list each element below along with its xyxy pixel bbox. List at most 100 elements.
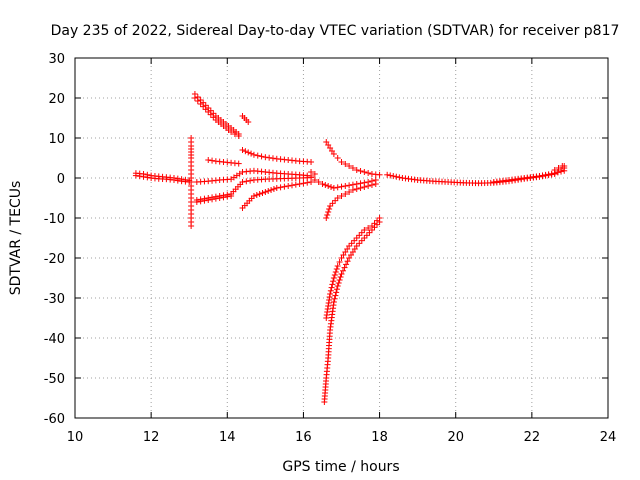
data-point-marker (311, 171, 318, 177)
data-point-marker (372, 177, 379, 183)
x-tick-label: 16 (295, 430, 312, 445)
data-point-marker (327, 287, 334, 294)
y-tick-label: -10 (44, 212, 65, 227)
data-point-marker (376, 215, 383, 221)
tick-layer: 10 12 14 16 18 20 22 24 -60 -50 -40 -30 -20 -10 0 10 20 3… (44, 52, 617, 445)
data-point-marker (328, 284, 335, 291)
data-point-marker (341, 264, 348, 271)
data-point-marker (259, 190, 266, 196)
data-point-marker (342, 183, 349, 189)
data-point-marker (197, 198, 204, 205)
data-point-marker (357, 168, 364, 174)
x-tick-label: 22 (524, 430, 541, 445)
data-point-marker (266, 154, 273, 161)
x-tick-label: 10 (67, 430, 84, 445)
data-point-marker (270, 186, 277, 192)
data-point-marker (273, 185, 280, 191)
data-point-marker (545, 171, 552, 178)
series-arc-11 (193, 193, 235, 205)
data-point-marker (349, 165, 356, 171)
data-point-marker (361, 235, 368, 241)
y-tick-label: 0 (57, 172, 65, 187)
data-point-marker (353, 167, 360, 173)
x-tick-label: 12 (143, 430, 160, 445)
data-point-marker (247, 177, 254, 184)
data-point-marker (343, 261, 350, 268)
data-point-marker (201, 197, 208, 204)
data-point-marker (250, 193, 257, 199)
data-point-marker (551, 167, 558, 173)
data-point-marker (348, 240, 355, 247)
series-arc-16 (323, 181, 379, 221)
data-point-marker (315, 179, 322, 185)
data-point-marker (256, 191, 263, 197)
y-tick-label: 30 (48, 52, 65, 67)
x-axis-title: GPS time / hours (282, 459, 399, 475)
data-point-marker (209, 196, 216, 203)
data-point-marker (296, 181, 303, 187)
data-point-marker (361, 179, 368, 186)
data-point-marker (329, 200, 336, 207)
data-point-marker (536, 173, 543, 179)
data-point-marker (351, 237, 358, 244)
data-point-marker (330, 151, 337, 157)
series-arc-13 (308, 169, 318, 177)
data-point-marker (262, 189, 269, 195)
data-point-marker (363, 232, 370, 239)
grid-layer (75, 58, 608, 418)
data-point-marker (202, 106, 209, 113)
data-point-marker (205, 197, 212, 203)
series-arc-21 (551, 163, 568, 173)
data-point-marker (330, 275, 337, 281)
data-point-marker (205, 109, 212, 115)
data-point-marker (542, 171, 549, 178)
data-point-marker (358, 237, 365, 244)
data-point-marker (311, 177, 318, 183)
data-point-marker (333, 266, 340, 272)
x-tick-label: 14 (219, 430, 236, 445)
data-point-marker (356, 240, 363, 247)
data-point-marker (555, 165, 562, 171)
series-arc-3 (188, 135, 195, 229)
data-point-marker (258, 153, 265, 160)
data-point-marker (322, 182, 329, 188)
data-point-marker (136, 173, 143, 180)
data-layer (132, 91, 568, 405)
series-arc-17 (323, 139, 383, 178)
data-point-marker (197, 101, 204, 107)
data-point-marker (349, 187, 356, 193)
data-point-marker (384, 171, 391, 178)
data-point-marker (216, 195, 223, 201)
data-point-marker (330, 299, 337, 305)
data-point-marker (325, 183, 332, 189)
y-tick-label: -50 (44, 372, 65, 387)
y-axis-title: SDTVAR / TECUs (8, 181, 24, 296)
data-point-marker (365, 225, 372, 231)
data-point-marker (334, 195, 341, 201)
data-point-marker (308, 169, 315, 175)
data-point-marker (325, 209, 332, 215)
data-point-marker (366, 229, 373, 236)
data-point-marker (235, 133, 242, 139)
data-point-marker (361, 169, 368, 175)
data-point-marker (326, 206, 333, 212)
data-point-marker (210, 114, 217, 121)
data-point-marker (209, 157, 216, 164)
data-point-marker (337, 274, 344, 280)
data-point-marker (357, 180, 364, 187)
data-point-marker (239, 179, 246, 185)
data-point-marker (338, 193, 345, 199)
series-arc-8 (239, 147, 315, 165)
data-point-marker (308, 159, 315, 165)
data-point-marker (368, 178, 375, 184)
data-point-marker (285, 183, 292, 189)
data-point-marker (281, 183, 288, 190)
data-point-marker (324, 212, 331, 218)
data-point-marker (353, 181, 360, 187)
data-point-marker (308, 179, 315, 185)
series-arc-12 (239, 179, 315, 211)
data-point-marker (269, 155, 276, 162)
series-arc-5 (191, 95, 242, 139)
y-tick-label: 10 (48, 132, 65, 147)
